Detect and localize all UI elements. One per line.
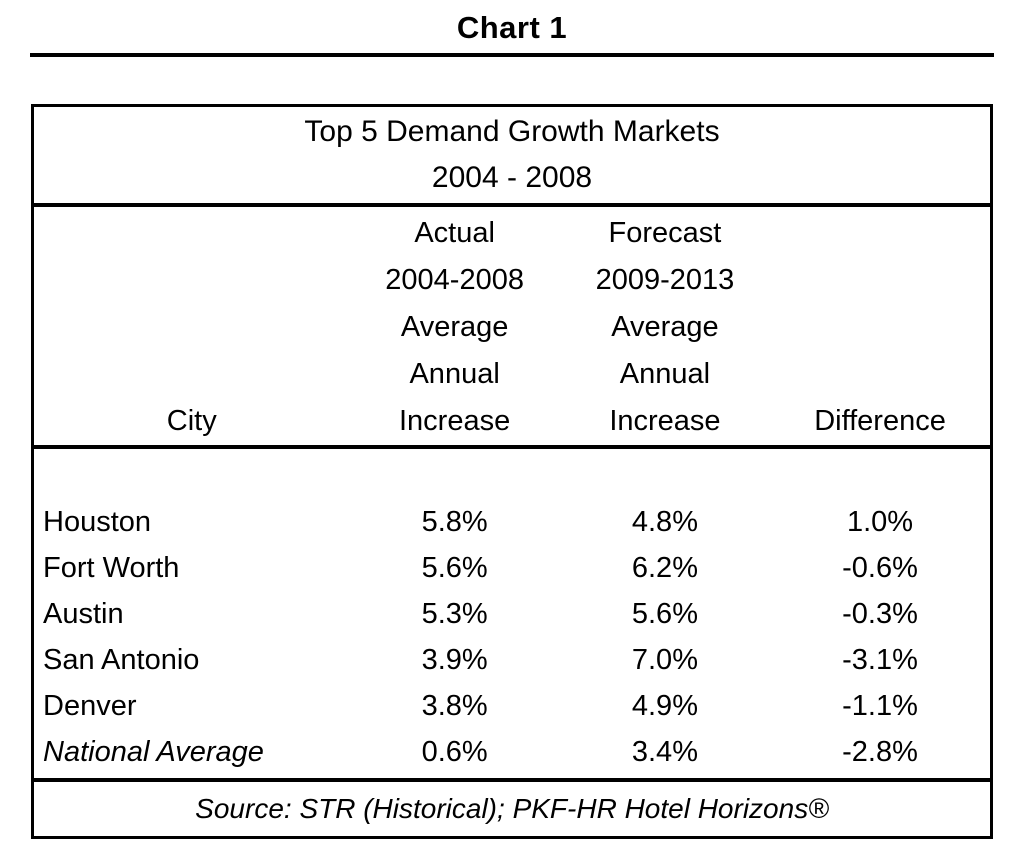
divider-title-header: [34, 203, 990, 207]
city-cell: San Antonio: [43, 644, 200, 676]
table-row-san-antonio: San Antonio 3.9% 7.0% -3.1%: [34, 637, 990, 683]
city-cell: Austin: [43, 598, 124, 630]
difference-cell: -0.6%: [842, 552, 918, 584]
difference-cell: -2.8%: [842, 736, 918, 768]
column-header-actual-line-5: Increase: [399, 405, 511, 437]
city-cell: National Average: [43, 736, 264, 768]
table-title-line-1: Top 5 Demand Growth Markets: [304, 115, 720, 148]
table-row-national-average: National Average 0.6% 3.4% -2.8%: [34, 729, 990, 775]
forecast-cell: 5.6%: [631, 598, 698, 630]
table-body: Houston 5.8% 4.8% 1.0% Fort Worth 5.6% 6…: [34, 449, 990, 778]
source-note: Source: STR (Historical); PKF-HR Hotel H…: [195, 793, 829, 824]
column-header-actual-line-1: Actual: [414, 217, 495, 249]
column-header-forecast-line-4: Annual: [619, 358, 711, 390]
column-header-actual-line-3: Average: [400, 311, 509, 343]
actual-cell: 5.8%: [421, 506, 488, 538]
column-header-actual: Actual 2004-2008 Average Annual Increase: [349, 210, 559, 445]
difference-cell: -1.1%: [842, 690, 918, 722]
column-header-city: City: [166, 405, 217, 437]
forecast-cell: 3.4%: [631, 736, 698, 768]
actual-cell: 3.9%: [421, 644, 488, 676]
column-header-forecast-line-3: Average: [611, 311, 719, 343]
blank-row: [34, 449, 990, 499]
divider-data-source: [34, 778, 990, 782]
actual-cell: 5.6%: [421, 552, 488, 584]
forecast-cell: 6.2%: [631, 552, 698, 584]
city-cell: Houston: [43, 506, 152, 538]
table-title: Top 5 Demand Growth Markets 2004 - 2008: [34, 107, 990, 203]
table-header-row: City Actual 2004-2008 Average Annual Inc…: [34, 207, 990, 445]
actual-cell: 3.8%: [421, 690, 488, 722]
actual-cell: 0.6%: [421, 736, 488, 768]
table-row-austin: Austin 5.3% 5.6% -0.3%: [34, 591, 990, 637]
table-title-line-2: 2004 - 2008: [431, 161, 593, 194]
forecast-cell: 7.0%: [631, 644, 698, 676]
demand-growth-table: Top 5 Demand Growth Markets 2004 - 2008 …: [31, 104, 993, 839]
forecast-cell: 4.8%: [631, 506, 698, 538]
column-header-forecast: Forecast 2009-2013 Average Annual Increa…: [560, 210, 770, 445]
divider-header-data: [34, 445, 990, 449]
table-row-denver: Denver 3.8% 4.9% -1.1%: [34, 683, 990, 729]
difference-cell: -3.1%: [842, 644, 918, 676]
difference-cell: 1.0%: [846, 506, 914, 538]
table-row-fort-worth: Fort Worth 5.6% 6.2% -0.6%: [34, 545, 990, 591]
city-cell: Fort Worth: [43, 552, 180, 584]
column-header-actual-line-4: Annual: [409, 358, 500, 390]
column-header-actual-line-2: 2004-2008: [385, 264, 524, 296]
column-header-forecast-line-2: 2009-2013: [595, 264, 735, 296]
title-rule: [30, 53, 994, 57]
column-header-forecast-line-5: Increase: [609, 405, 721, 437]
page-title: Chart 1: [456, 10, 568, 45]
actual-cell: 5.3%: [421, 598, 488, 630]
column-header-forecast-line-1: Forecast: [608, 217, 722, 249]
column-header-difference: Difference: [814, 405, 946, 437]
city-cell: Denver: [43, 690, 137, 722]
forecast-cell: 4.9%: [631, 690, 698, 722]
table-row-houston: Houston 5.8% 4.8% 1.0%: [34, 499, 990, 545]
difference-cell: -0.3%: [842, 598, 918, 630]
